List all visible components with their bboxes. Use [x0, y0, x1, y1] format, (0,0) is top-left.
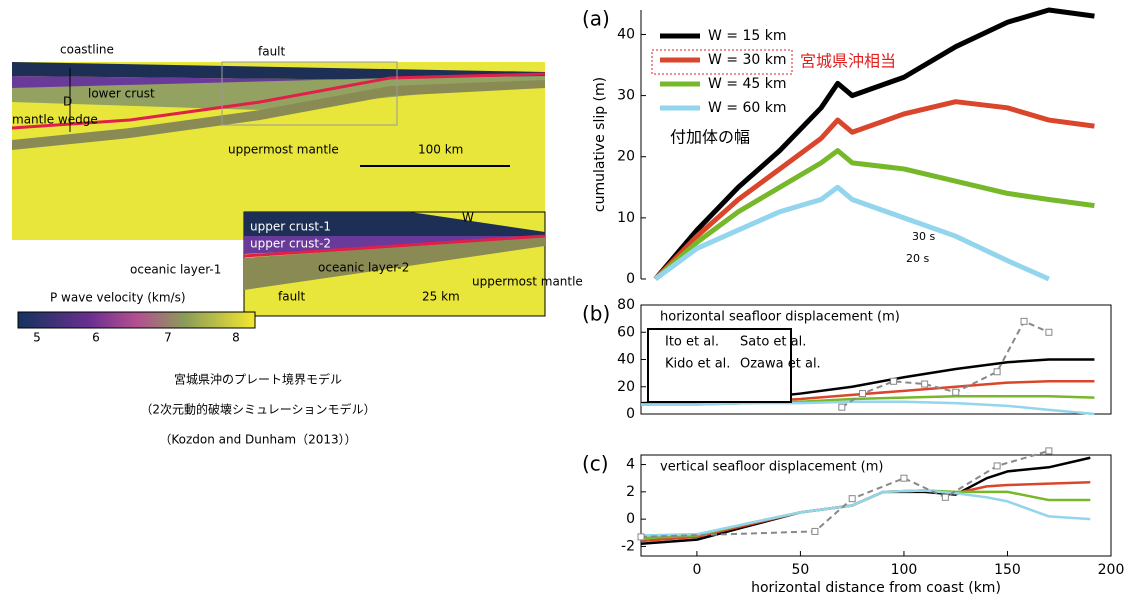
observed-point — [952, 388, 960, 396]
label: upper crust-1 — [250, 220, 331, 234]
y-tick-label: 4 — [626, 457, 635, 473]
label: upper crust-2 — [250, 237, 331, 251]
observed-point — [637, 533, 645, 541]
observed-point — [993, 462, 1001, 470]
series-line — [654, 184, 1050, 282]
observed-point — [941, 493, 949, 501]
y-tick-label: 60 — [617, 324, 635, 340]
legend-label: W = 30 km — [708, 52, 786, 68]
colorbar — [17, 311, 256, 329]
caption: 宮城県沖のプレート境界モデル — [174, 372, 342, 387]
x-tick-label: 0 — [692, 562, 701, 578]
observed-point — [900, 474, 908, 482]
legend-label: Ozawa et al. — [740, 357, 821, 372]
label: oceanic layer-2 — [318, 261, 409, 275]
x-tick-label: 100 — [891, 562, 918, 578]
plot-frame — [640, 454, 1112, 557]
legend-label: Ito et al. — [665, 335, 719, 350]
observed-point — [993, 368, 1001, 376]
y-tick-label: 0 — [626, 511, 635, 527]
colorbar-tick: 7 — [164, 331, 172, 345]
legend-label: Sato et al. — [740, 335, 806, 350]
highlight-box — [651, 49, 793, 75]
legend-label: W = 15 km — [708, 28, 786, 44]
y-tick-label: 2 — [626, 484, 635, 500]
caption: （Kozdon and Dunham（2013）） — [159, 433, 356, 447]
observed-line — [841, 320, 1050, 409]
series-line — [653, 148, 1095, 281]
label: coastline — [60, 43, 114, 57]
caption: （2次元動的破壊シミュレーションモデル） — [140, 402, 375, 417]
observed-point — [1020, 317, 1028, 325]
legend-label: Kido et al. — [665, 357, 730, 372]
legend-box — [647, 328, 792, 403]
observed-point — [848, 495, 856, 503]
y-tick-label: -2 — [621, 538, 635, 554]
crust-layer — [12, 62, 545, 80]
annotation: 30 s — [912, 230, 935, 243]
zoom-box — [221, 61, 398, 126]
y-tick-label: 40 — [617, 26, 635, 42]
panel-title: horizontal seafloor displacement (m) — [660, 310, 900, 325]
series-line — [640, 489, 1091, 537]
series-line — [653, 7, 1095, 281]
label: D — [63, 95, 72, 109]
slab — [244, 236, 545, 290]
panel-title: vertical seafloor displacement (m) — [660, 460, 883, 475]
y-tick-label: 10 — [617, 210, 635, 226]
x-tick-label: 200 — [1098, 562, 1124, 578]
series-line — [653, 99, 1095, 281]
observed-point — [921, 380, 929, 388]
colorbar-title: P wave velocity (km/s) — [50, 291, 186, 305]
label: 25 km — [422, 290, 460, 304]
fault-line — [243, 234, 546, 258]
x-tick-label: 50 — [792, 562, 810, 578]
observed-point — [859, 390, 867, 398]
crust-layer — [244, 212, 545, 236]
observed-point — [838, 403, 846, 411]
model-diagram: coastline fault D lower crust mantle wed… — [11, 43, 583, 447]
label: 100 km — [418, 143, 463, 157]
legend-label: W = 45 km — [708, 76, 786, 92]
panel-label: (b) — [582, 302, 610, 326]
y-tick-label: 20 — [617, 379, 635, 395]
label: W — [462, 211, 474, 225]
label: uppermost mantle — [228, 143, 339, 157]
observed-point — [1045, 328, 1053, 336]
y-tick-label: 80 — [617, 297, 635, 313]
label: oceanic layer-1 — [130, 263, 221, 277]
x-axis-label: horizontal distance from coast (km) — [751, 580, 1001, 594]
label: uppermost mantle — [472, 275, 583, 289]
fault-line — [11, 72, 546, 130]
observed-point — [1045, 447, 1053, 455]
observed-point — [811, 527, 819, 535]
observed-point — [890, 377, 898, 385]
label: lower crust — [88, 87, 155, 101]
colorbar-tick: 6 — [92, 331, 100, 345]
panel-label: (a) — [582, 7, 610, 31]
label: mantle wedge — [12, 113, 98, 127]
annotation: 付加体の幅 — [670, 128, 750, 147]
label: fault — [278, 290, 306, 304]
crust-layer — [12, 76, 545, 110]
annotation: 宮城県沖相当 — [800, 52, 896, 71]
x-tick-label: 150 — [994, 562, 1021, 578]
legend-label: W = 60 km — [708, 100, 786, 116]
colorbar-tick: 5 — [33, 331, 41, 345]
y-tick-label: 20 — [617, 149, 635, 165]
slab — [12, 80, 545, 150]
series-line — [641, 400, 1095, 416]
y-tick-label: 0 — [626, 406, 635, 422]
annotation: 20 s — [906, 252, 929, 265]
label: fault — [258, 45, 286, 59]
panel-label: (c) — [582, 452, 609, 476]
y-tick-label: 40 — [617, 352, 635, 368]
y-tick-label: 30 — [617, 88, 635, 104]
colorbar-tick: 8 — [232, 331, 240, 345]
y-tick-label: 0 — [626, 271, 635, 287]
y-axis-label: cumulative slip (m) — [592, 77, 608, 212]
